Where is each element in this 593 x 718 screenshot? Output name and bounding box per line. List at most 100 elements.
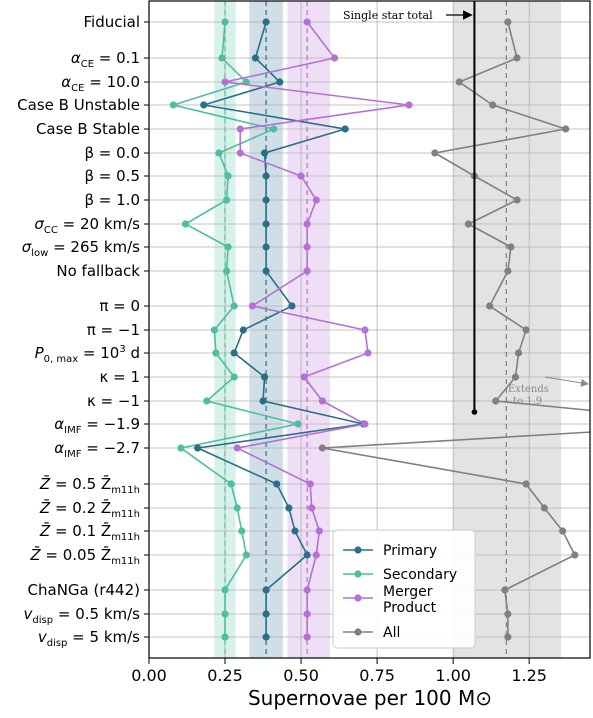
y-category-label: Case B Unstable xyxy=(17,96,140,114)
point-merger-product xyxy=(303,220,311,228)
point-merger-product xyxy=(405,101,413,109)
point-all xyxy=(559,527,567,535)
point-all xyxy=(513,54,521,62)
point-primary xyxy=(276,78,284,86)
point-secondary xyxy=(215,149,223,157)
point-all xyxy=(486,302,494,310)
y-category-label: αCE = 10.0 xyxy=(61,73,140,94)
y-category-label: β = 1.0 xyxy=(84,191,140,209)
legend-entry: Secondary xyxy=(383,567,457,583)
band-merger-product xyxy=(287,1,330,658)
point-secondary xyxy=(177,444,185,452)
point-all xyxy=(562,125,570,133)
point-all xyxy=(431,149,439,157)
legend-entry: Merger Product xyxy=(383,584,437,616)
point-primary xyxy=(262,243,270,251)
point-primary xyxy=(200,101,208,109)
point-all xyxy=(318,444,326,452)
point-secondary xyxy=(221,18,229,26)
point-primary xyxy=(194,444,202,452)
point-primary xyxy=(288,302,296,310)
y-category-label: ChaNGa (r442) xyxy=(28,581,140,599)
point-primary xyxy=(262,586,270,594)
point-primary xyxy=(291,527,299,535)
point-all xyxy=(501,586,509,594)
point-merger-product xyxy=(330,54,339,62)
point-merger-product xyxy=(303,633,311,641)
single-star-total-label: Single star total xyxy=(343,9,433,22)
y-category-label: αIMF = −2.7 xyxy=(54,439,140,460)
point-primary xyxy=(260,149,269,157)
point-secondary xyxy=(222,196,231,204)
x-tick-label: 0.00 xyxy=(131,666,167,685)
y-category-label: β = 0.0 xyxy=(84,144,140,162)
y-category-label: vdisp = 0.5 km/s xyxy=(24,605,141,626)
point-all xyxy=(504,267,512,275)
point-all xyxy=(540,504,548,512)
point-primary xyxy=(262,196,270,204)
single-star-total-point xyxy=(471,409,478,415)
point-all xyxy=(514,349,523,357)
point-primary xyxy=(251,54,260,62)
x-tick-label: 0.25 xyxy=(207,666,243,685)
y-category-label: Fiducial xyxy=(83,13,140,31)
y-category-label: β = 0.5 xyxy=(84,167,140,185)
point-all xyxy=(522,326,530,334)
point-merger-product xyxy=(361,326,369,334)
point-all xyxy=(504,633,512,641)
point-all xyxy=(492,397,500,405)
legend-marker xyxy=(354,628,362,636)
y-category-label: Z̄ = 0.1 Z̄m11h xyxy=(39,521,140,543)
point-all xyxy=(513,196,521,204)
point-all xyxy=(489,101,497,109)
x-axis: 0.00 0.25 0.50 0.75 1.00 1.25 xyxy=(131,658,547,685)
point-primary xyxy=(262,610,270,618)
point-primary xyxy=(341,125,349,133)
y-category-label: No fallback xyxy=(56,262,140,280)
extends-arrow xyxy=(544,376,589,387)
y-category-label: αIMF = −1.9 xyxy=(54,415,140,436)
x-tick-label: 0.75 xyxy=(359,666,395,685)
legend-marker xyxy=(354,594,362,602)
point-secondary xyxy=(221,633,229,641)
point-secondary xyxy=(242,551,250,559)
fiducial-lines xyxy=(224,1,507,658)
legend-entry: Primary xyxy=(383,543,437,559)
y-category-label: π = 0 xyxy=(99,297,140,315)
point-merger-product xyxy=(236,125,244,133)
point-primary xyxy=(262,220,270,228)
point-secondary xyxy=(230,373,238,381)
point-all xyxy=(504,18,512,26)
point-primary xyxy=(262,172,270,180)
x-tick-label: 1.00 xyxy=(435,666,471,685)
point-primary xyxy=(259,397,267,405)
point-all xyxy=(507,243,515,251)
y-category-label: σlow = 265 km/s xyxy=(22,238,140,259)
y-category-label: Z̄ = 0.5 Z̄m11h xyxy=(39,474,140,496)
point-primary xyxy=(262,633,270,641)
point-merger-product xyxy=(312,551,320,559)
point-secondary xyxy=(203,397,211,405)
y-category-label: σCC = 20 km/s xyxy=(34,215,140,236)
point-merger-product xyxy=(315,527,323,535)
point-merger-product xyxy=(303,586,311,594)
point-secondary xyxy=(294,420,302,428)
point-secondary xyxy=(227,480,235,488)
legend-entry: All xyxy=(383,625,400,641)
y-axis-labels: Fiducial αCE = 0.1 αCE = 10.0 Case B Unstab… xyxy=(17,13,149,649)
point-secondary xyxy=(230,302,238,310)
point-merger-product xyxy=(233,444,241,452)
point-merger-product xyxy=(318,397,326,405)
point-secondary xyxy=(221,610,229,618)
point-secondary xyxy=(224,243,232,251)
point-merger-product xyxy=(303,243,311,251)
x-tick-label: 0.50 xyxy=(283,666,319,685)
point-secondary xyxy=(181,220,190,228)
y-category-label: Z̄ = 0.2 Z̄m11h xyxy=(39,498,140,520)
point-secondary xyxy=(212,349,220,357)
point-all xyxy=(464,220,472,228)
point-all xyxy=(504,610,512,618)
